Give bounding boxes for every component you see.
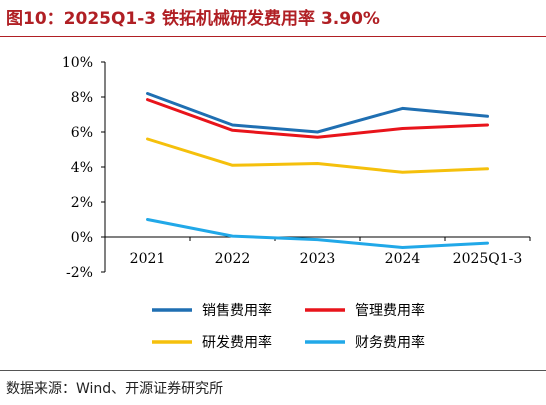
series-line xyxy=(146,98,489,139)
x-tick-label: 2024 xyxy=(385,251,421,267)
x-tick-label: 2025Q1-3 xyxy=(453,251,523,267)
y-tick-label: 6% xyxy=(71,125,93,141)
y-tick-label: 8% xyxy=(71,90,93,106)
y-tick-label: 4% xyxy=(71,160,93,176)
series-line xyxy=(146,137,489,174)
chart-title: 图10：2025Q1-3 铁拓机械研发费用率 3.90% xyxy=(6,9,380,29)
x-tick-label: 2021 xyxy=(130,251,166,267)
y-axis-tick-labels: -2% 0% 2% 4% 6% 8% 10% xyxy=(62,55,93,281)
title-divider xyxy=(0,36,546,37)
y-tick-label: 2% xyxy=(71,195,93,211)
y-tick-label: 10% xyxy=(62,55,93,71)
series-line xyxy=(146,92,489,134)
chart-axes xyxy=(101,61,531,273)
x-tick-label: 2023 xyxy=(300,251,336,267)
line-chart: -2% 0% 2% 4% 6% 8% 10% 2021 2022 2023 2024 2025Q1-… xyxy=(62,55,531,351)
source-note: 数据来源：Wind、开源证券研究所 xyxy=(6,381,224,397)
y-tick-label: -2% xyxy=(66,265,93,281)
y-tick-label: 0% xyxy=(71,230,93,246)
legend-label: 销售费用率 xyxy=(202,302,272,319)
x-axis-tick-labels: 2021 2022 2023 2024 2025Q1-3 xyxy=(130,251,523,267)
legend-label: 财务费用率 xyxy=(355,334,425,351)
x-tick-label: 2022 xyxy=(215,251,251,267)
series-lines xyxy=(146,92,489,249)
source-divider xyxy=(0,370,546,371)
legend-label: 研发费用率 xyxy=(202,334,272,351)
legend-label: 管理费用率 xyxy=(355,302,425,319)
series-line xyxy=(146,218,489,249)
